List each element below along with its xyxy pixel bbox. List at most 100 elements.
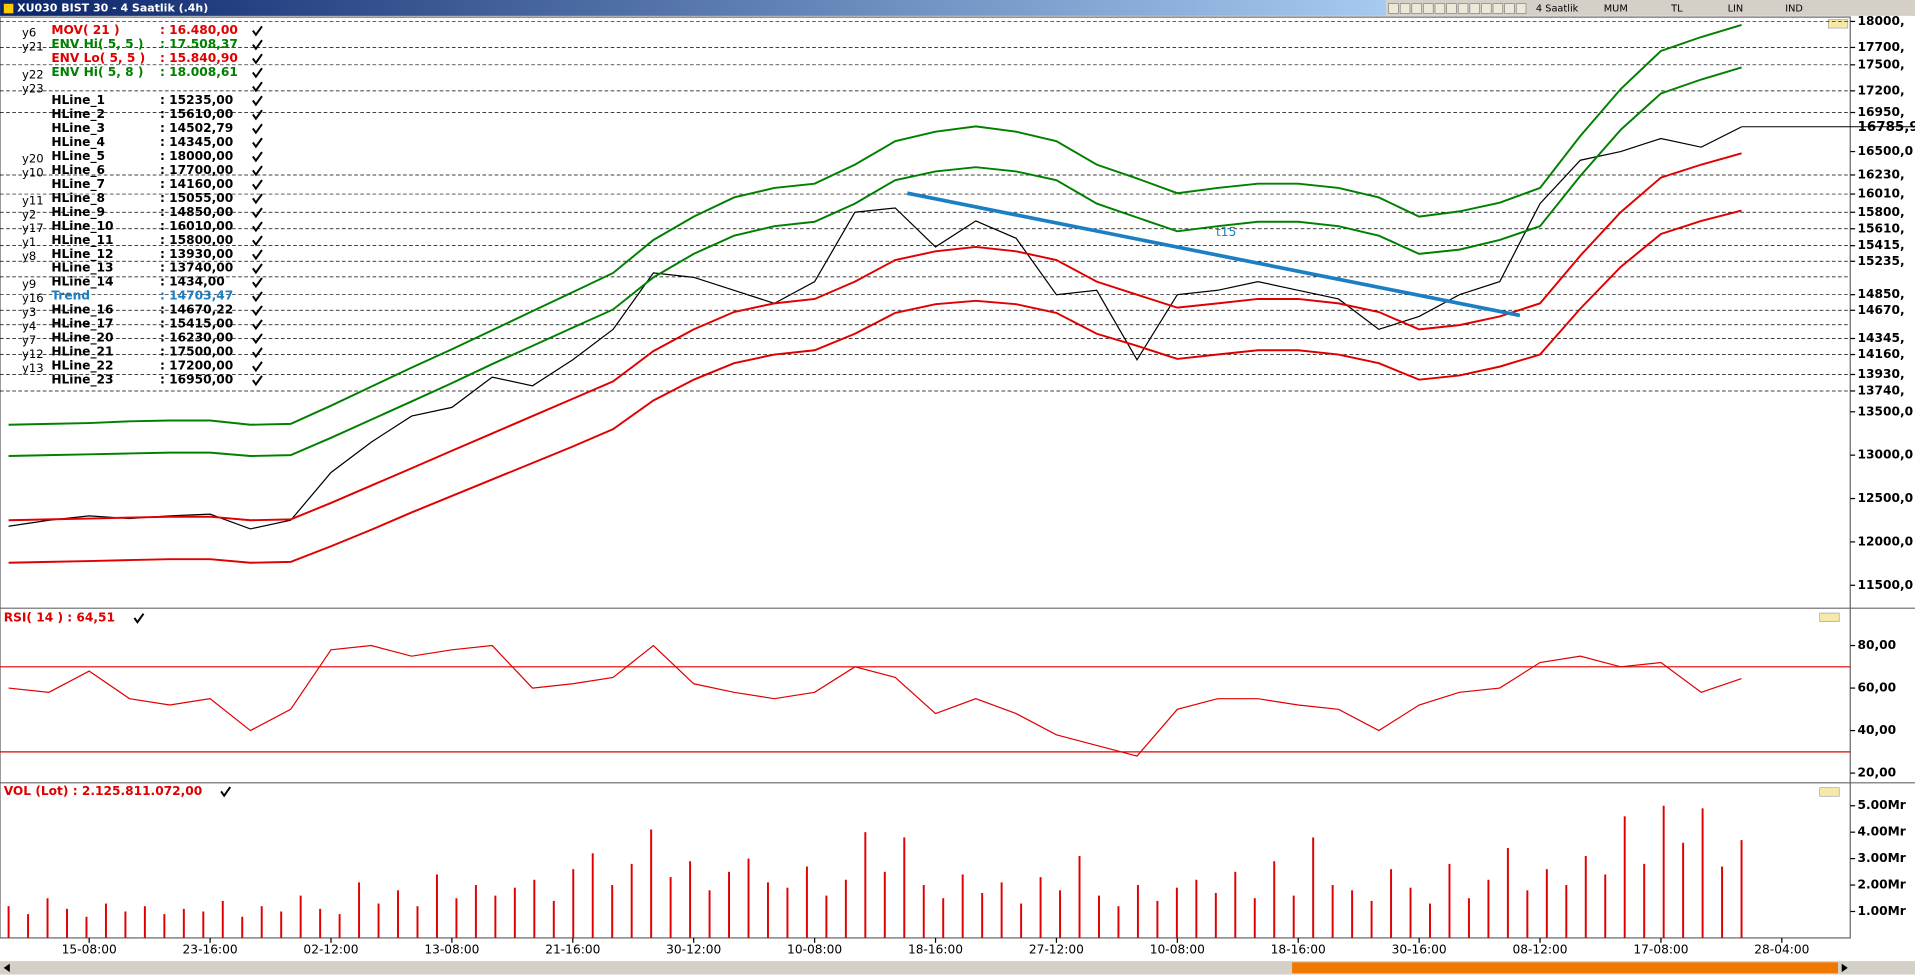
- legend-name: HLine_21: [51, 345, 113, 360]
- volume-bar: [1078, 855, 1081, 938]
- y-tick-label: 40,00: [1858, 723, 1897, 737]
- panel-button[interactable]: [1819, 787, 1840, 797]
- legend-value: : 18000,00: [160, 149, 233, 163]
- tool-icon: [1469, 3, 1480, 14]
- check-icon: [252, 277, 263, 289]
- volume-bar: [572, 869, 575, 938]
- volume-bar: [397, 890, 399, 938]
- toolbar-button[interactable]: MUM: [1604, 4, 1628, 15]
- volume-bar: [805, 866, 808, 938]
- legend-name: HLine_9: [51, 205, 105, 220]
- tool-icon: [1411, 3, 1422, 14]
- legend-tag: y3: [22, 305, 36, 319]
- check-icon: [252, 263, 263, 275]
- y-tick-label: 17500,: [1858, 57, 1905, 71]
- volume-bar: [377, 903, 380, 938]
- check-icon: [252, 193, 263, 205]
- y-tick-label: 3.00Mr: [1858, 851, 1906, 865]
- volume-bar: [552, 900, 555, 938]
- volume-bar: [202, 911, 205, 938]
- volume-bar: [1351, 890, 1354, 938]
- volume-bar: [611, 885, 614, 938]
- last-price-label: 16785,9: [1858, 120, 1915, 135]
- legend-value: : 13930,00: [160, 247, 233, 261]
- volume-bar: [786, 887, 789, 938]
- volume-bar: [513, 887, 516, 938]
- x-tick-label: 02-12:00: [303, 943, 358, 957]
- y-tick-label: 60,00: [1858, 681, 1897, 695]
- legend-value: : 15235,00: [160, 93, 233, 107]
- volume-bar: [124, 911, 127, 938]
- tool-icon: [1446, 3, 1457, 14]
- volume-bar: [591, 853, 594, 938]
- panel-button[interactable]: [1819, 612, 1840, 622]
- volume-bar: [416, 906, 419, 938]
- tool-icon: [1457, 3, 1469, 14]
- volume-bar: [66, 908, 68, 938]
- legend-value: : 16010,00: [160, 219, 233, 233]
- volume-bar: [903, 837, 906, 938]
- x-tick-label: 10-08:00: [1150, 943, 1205, 957]
- legend-name: ENV Lo( 5, 5 ): [51, 51, 145, 65]
- volume-bar: [1214, 892, 1217, 938]
- y-tick-label: 16230,: [1858, 167, 1905, 181]
- legend-value: : 16950,00: [160, 373, 233, 387]
- volume-bar: [689, 861, 692, 938]
- volume-bar: [1117, 906, 1120, 938]
- legend-value: : 15610,00: [160, 107, 233, 121]
- legend-value: : 14160,00: [160, 177, 233, 191]
- legend-name: HLine_11: [51, 233, 113, 248]
- legend-tag: y9: [22, 277, 36, 291]
- legend-tag: y11: [22, 193, 44, 207]
- y-tick-label: 16500,0: [1858, 144, 1914, 158]
- x-tick-label: 17-08:00: [1633, 943, 1688, 957]
- legend-tag: y20: [22, 151, 44, 165]
- volume-bar: [1682, 842, 1685, 938]
- x-tick-label: 30-12:00: [666, 943, 721, 957]
- legend-value: : 16.480,00: [160, 23, 238, 37]
- tool-icon: [1434, 3, 1446, 14]
- y-tick-label: 4.00Mr: [1858, 825, 1906, 839]
- legend-name: HLine_5: [51, 149, 105, 164]
- volume-bar: [1059, 890, 1062, 938]
- volume-bar: [1331, 885, 1334, 938]
- legend-tag: y1: [22, 235, 36, 249]
- panel-button[interactable]: [1827, 19, 1849, 29]
- volume-bar: [1643, 863, 1646, 938]
- volume-bar: [1467, 898, 1470, 938]
- volume-bar: [104, 903, 107, 938]
- indicator-line: [8, 209, 1742, 564]
- volume-bar: [533, 879, 536, 938]
- check-icon: [252, 361, 263, 373]
- y-tick-label: 12000,0: [1858, 534, 1914, 548]
- legend-name: HLine_6: [51, 163, 105, 178]
- volume-bar: [630, 863, 633, 938]
- legend-name: ENV Hi( 5, 5 ): [51, 37, 143, 51]
- volume-bar: [1312, 837, 1315, 938]
- check-icon: [252, 235, 263, 247]
- volume-bar: [1526, 890, 1529, 938]
- volume-bar: [46, 898, 49, 938]
- volume-bar: [1429, 903, 1431, 938]
- x-tick-label: 18-16:00: [1271, 943, 1326, 957]
- y-tick-label: 15800,: [1858, 205, 1905, 219]
- legend-tag: y8: [22, 249, 36, 263]
- volume-bar: [455, 898, 458, 938]
- volume-bar: [1565, 885, 1568, 938]
- legend-tag: y21: [22, 39, 44, 53]
- volume-bar: [1273, 861, 1276, 938]
- legend-tag: y12: [22, 347, 44, 361]
- check-icon: [252, 333, 263, 345]
- scrollbar-thumb[interactable]: [1292, 962, 1839, 974]
- volume-bar: [299, 895, 302, 938]
- toolbar-button[interactable]: TL: [1670, 4, 1683, 15]
- volume-bar: [1234, 871, 1237, 938]
- volume-bar: [1721, 866, 1724, 938]
- toolbar-button[interactable]: IND: [1785, 4, 1803, 15]
- x-tick-label: 30-16:00: [1392, 943, 1447, 957]
- toolbar-button[interactable]: LIN: [1728, 4, 1744, 15]
- legend-name: HLine_8: [51, 191, 105, 206]
- x-tick-label: 23-16:00: [183, 943, 238, 957]
- toolbar-button[interactable]: 4 Saatlik: [1536, 4, 1579, 15]
- check-icon: [252, 123, 263, 135]
